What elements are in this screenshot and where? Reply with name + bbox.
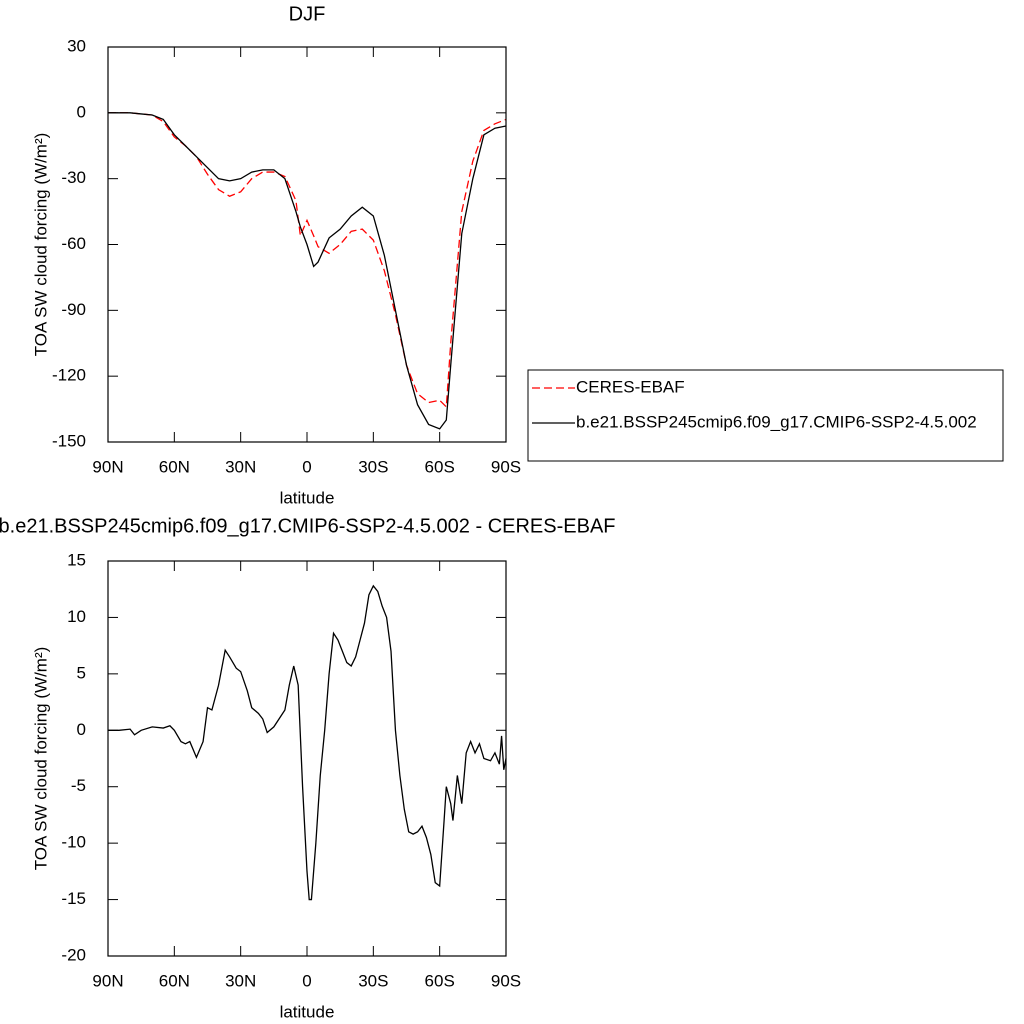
x-tick-label: 30S (358, 971, 388, 990)
y-tick-label: -90 (61, 300, 86, 319)
x-tick-label: 0 (302, 457, 311, 476)
y-tick-label: -60 (61, 234, 86, 253)
x-tick-label: 60N (159, 457, 190, 476)
legend-box (527, 369, 1004, 462)
chart-title: DJF (289, 3, 326, 25)
y-tick-label: 5 (77, 663, 86, 682)
x-tick-label: 90N (92, 457, 123, 476)
x-tick-label: 60S (425, 971, 455, 990)
x-tick-label: 60S (425, 457, 455, 476)
y-tick-label: 0 (77, 720, 86, 739)
x-axis-label: latitude (280, 488, 335, 507)
x-axis-label: latitude (280, 1002, 335, 1021)
data-line (108, 584, 507, 901)
y-tick-label: -30 (61, 168, 86, 187)
legend-label: b.e21.BSSP245cmip6.f09_g17.CMIP6-SSP2-4.… (576, 412, 977, 431)
legend-label: CERES-EBAF (576, 377, 685, 396)
x-tick-label: 90S (491, 971, 521, 990)
y-tick-label: -120 (52, 366, 86, 385)
x-tick-label: 0 (302, 971, 311, 990)
y-tick-label: -5 (71, 776, 86, 795)
y-tick-label: -15 (61, 889, 86, 908)
data-line (108, 112, 507, 409)
x-tick-label: 60N (159, 971, 190, 990)
chart-title: b.e21.BSSP245cmip6.f09_g17.CMIP6-SSP2-4.… (0, 515, 615, 537)
y-axis-label: TOA SW cloud forcing (W/m²) (31, 647, 50, 871)
x-tick-label: 90S (491, 457, 521, 476)
y-tick-label: 10 (67, 607, 86, 626)
plot-frame (107, 560, 507, 957)
y-tick-label: 0 (77, 102, 86, 121)
x-tick-label: 90N (92, 971, 123, 990)
y-tick-label: -10 (61, 833, 86, 852)
y-tick-label: -150 (52, 431, 86, 450)
x-tick-label: 30N (225, 971, 256, 990)
y-tick-label: 30 (67, 36, 86, 55)
y-tick-label: -20 (61, 945, 86, 964)
x-tick-label: 30N (225, 457, 256, 476)
x-tick-label: 30S (358, 457, 388, 476)
y-tick-label: 15 (67, 550, 86, 569)
data-line (108, 112, 507, 430)
y-axis-label: TOA SW cloud forcing (W/m²) (31, 133, 50, 357)
